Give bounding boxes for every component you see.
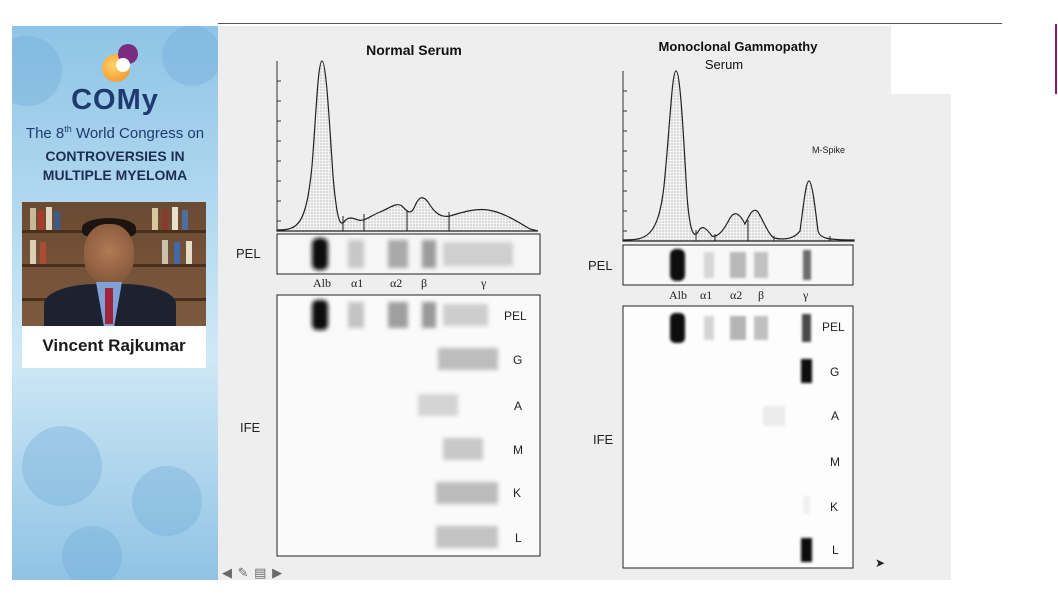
speaker-sidebar: COMy The 8th World Congress on CONTROVER… — [12, 26, 218, 580]
presentation-slide: Normal Serum PEL — [218, 26, 951, 580]
left-ife-panel — [276, 294, 541, 557]
comy-logo-icon — [102, 44, 142, 84]
menu-icon[interactable]: ▤ — [254, 565, 268, 580]
book — [174, 242, 180, 264]
right-title-line2: Serum — [705, 57, 743, 72]
left-band-alb: Alb — [313, 276, 331, 290]
right-row-k: K — [830, 500, 838, 514]
book — [30, 240, 36, 264]
speaker-name-panel: Vincent Rajkumar — [22, 326, 206, 368]
left-ife-bands — [312, 300, 498, 548]
right-row-m: M — [830, 455, 840, 469]
right-band-alpha1: α1 — [700, 288, 712, 302]
electrophoresis-figure: Normal Serum PEL — [236, 39, 855, 569]
right-band-beta: β — [758, 288, 764, 302]
congress-prefix: The 8 — [25, 125, 65, 142]
left-row-g: G — [513, 353, 522, 367]
left-row-a: A — [514, 399, 522, 413]
left-title: Normal Serum — [366, 42, 462, 58]
speaker-video — [22, 202, 206, 326]
slide-corner — [891, 26, 951, 94]
book — [46, 207, 52, 230]
book — [172, 207, 178, 230]
left-band-alpha1: α1 — [351, 276, 363, 290]
congress-suffix: World Congress on — [71, 125, 205, 142]
right-ife-rows: PEL G A M K L — [822, 320, 845, 557]
left-row-l: L — [515, 531, 522, 545]
edge-accent — [1055, 24, 1057, 94]
arrow-left-icon[interactable]: ◀ — [222, 565, 233, 580]
brand-name: COMy — [71, 84, 159, 116]
congress-title: The 8th World Congress on — [12, 124, 218, 142]
right-band-alpha2: α2 — [730, 288, 742, 302]
right-ife-panel — [622, 305, 854, 569]
topic-line-2: MULTIPLE MYELOMA — [42, 167, 188, 183]
top-divider — [218, 23, 1002, 24]
congress-sup: th — [64, 124, 72, 134]
decor-bubble — [132, 466, 202, 536]
right-title-line1: Monoclonal Gammopathy — [659, 39, 819, 54]
right-band-gamma: γ — [802, 288, 809, 302]
speaker-tie — [105, 288, 113, 324]
right-row-pel: PEL — [822, 320, 845, 334]
book — [40, 242, 46, 264]
speaker-face — [84, 224, 134, 284]
decor-bubble — [162, 26, 218, 86]
right-row-a: A — [831, 409, 839, 423]
left-pel-label: PEL — [236, 246, 261, 261]
left-ife-label: IFE — [240, 420, 261, 435]
book — [182, 210, 188, 230]
normal-serum-curve — [276, 60, 539, 232]
speaker-name: Vincent Rajkumar — [42, 336, 186, 355]
book — [30, 208, 36, 230]
left-row-k: K — [513, 486, 521, 500]
right-pel-label: PEL — [588, 258, 613, 273]
book — [152, 208, 158, 230]
book — [162, 240, 168, 264]
topic-line-1: CONTROVERSIES IN — [45, 148, 185, 164]
left-row-m: M — [513, 443, 523, 457]
left-ife-rows: PEL G A M K L — [504, 309, 527, 545]
monoclonal-curve — [622, 70, 855, 242]
book — [162, 209, 168, 230]
right-pel-bands — [670, 249, 811, 281]
left-row-pel: PEL — [504, 309, 527, 323]
right-band-alb: Alb — [669, 288, 687, 302]
left-band-beta: β — [421, 276, 427, 290]
left-band-gamma: γ — [480, 276, 487, 290]
right-row-l: L — [832, 543, 839, 557]
mouse-cursor-icon: ➤ — [875, 556, 886, 570]
right-row-g: G — [830, 365, 839, 379]
book — [186, 241, 192, 264]
decor-bubble — [22, 426, 102, 506]
right-ife-bands — [670, 313, 812, 562]
slide-controls: ◀ ✎ ▤ ▶ — [222, 565, 283, 581]
arrow-right-icon[interactable]: ▶ — [272, 565, 284, 580]
right-ife-label: IFE — [593, 432, 614, 447]
book — [38, 210, 44, 230]
left-band-alpha2: α2 — [390, 276, 402, 290]
book — [54, 211, 60, 230]
left-pel-bands — [312, 238, 513, 270]
decor-bubble — [62, 526, 122, 580]
m-spike-label: M-Spike — [812, 145, 845, 155]
pen-icon[interactable]: ✎ — [237, 565, 250, 580]
